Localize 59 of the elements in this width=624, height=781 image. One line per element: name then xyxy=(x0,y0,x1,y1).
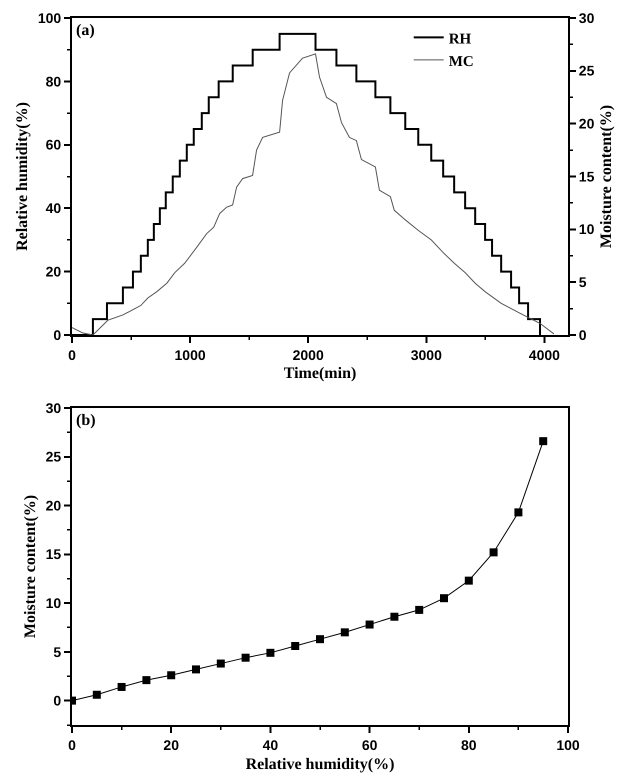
point xyxy=(118,682,126,691)
point xyxy=(490,548,498,556)
y-tick-label: 60 xyxy=(46,136,62,153)
y-tick-label: 5 xyxy=(53,644,62,660)
y2-tick-label: 15 xyxy=(578,168,595,184)
x-tick-label: 20 xyxy=(163,736,180,753)
x-tick-label: 80 xyxy=(461,736,477,753)
point xyxy=(415,606,424,614)
annotation: (a) xyxy=(76,22,95,39)
point xyxy=(92,690,101,699)
y-tick-label: 0 xyxy=(53,326,62,343)
y-tick-label: 20 xyxy=(46,497,62,514)
point xyxy=(242,654,250,662)
y2-tick-label: 0 xyxy=(578,326,587,343)
x-tick-label: 60 xyxy=(362,736,378,753)
y2-tick-label: 25 xyxy=(578,62,595,79)
x-tick-label: 0 xyxy=(68,346,76,363)
point xyxy=(192,665,200,674)
x-tick-label: 3000 xyxy=(410,346,442,363)
x-tick-label: 2000 xyxy=(292,346,324,363)
legend-label: MC xyxy=(448,54,474,70)
y2-tick-label: 10 xyxy=(578,221,595,238)
y2-tick-label: 5 xyxy=(578,274,587,290)
y-tick-label: 20 xyxy=(46,264,62,280)
point xyxy=(340,628,349,636)
x-tick-label: 0 xyxy=(68,736,76,753)
annotation: (b) xyxy=(76,412,96,429)
x-tick-label: 40 xyxy=(262,736,278,753)
y2-tick-label: 20 xyxy=(578,116,595,132)
point xyxy=(316,635,324,644)
y-tick-label: 15 xyxy=(46,546,62,562)
y-tick-label: 40 xyxy=(46,200,62,216)
point xyxy=(142,676,150,684)
y2-tick-label: 30 xyxy=(578,10,595,26)
y2-axis-title: Moisture content(%) xyxy=(598,104,615,248)
y-tick-label: 80 xyxy=(46,73,62,90)
point xyxy=(266,648,274,657)
point xyxy=(464,576,473,585)
y-tick-label: 10 xyxy=(46,594,62,611)
x-tick-label: 4000 xyxy=(528,346,560,363)
x-tick-label: 1000 xyxy=(174,346,206,363)
x-axis-title: Relative humidity(%) xyxy=(246,756,394,773)
y-axis-title: Moisture content(%) xyxy=(22,494,40,638)
y-axis-title: Relative humidity(%) xyxy=(14,102,32,251)
legend-label: RH xyxy=(448,31,472,48)
y-tick-label: 100 xyxy=(38,10,62,26)
point xyxy=(216,660,225,668)
point xyxy=(539,437,548,446)
y-tick-label: 0 xyxy=(53,692,62,709)
point xyxy=(366,620,374,629)
point xyxy=(167,671,176,680)
point xyxy=(390,612,398,621)
point xyxy=(514,508,522,516)
x-tick-label: 100 xyxy=(556,736,580,753)
x-axis-title: Time(min) xyxy=(284,365,356,382)
y-tick-label: 25 xyxy=(46,448,62,465)
point xyxy=(440,594,448,602)
y-tick-label: 30 xyxy=(46,400,62,416)
point xyxy=(291,642,300,650)
